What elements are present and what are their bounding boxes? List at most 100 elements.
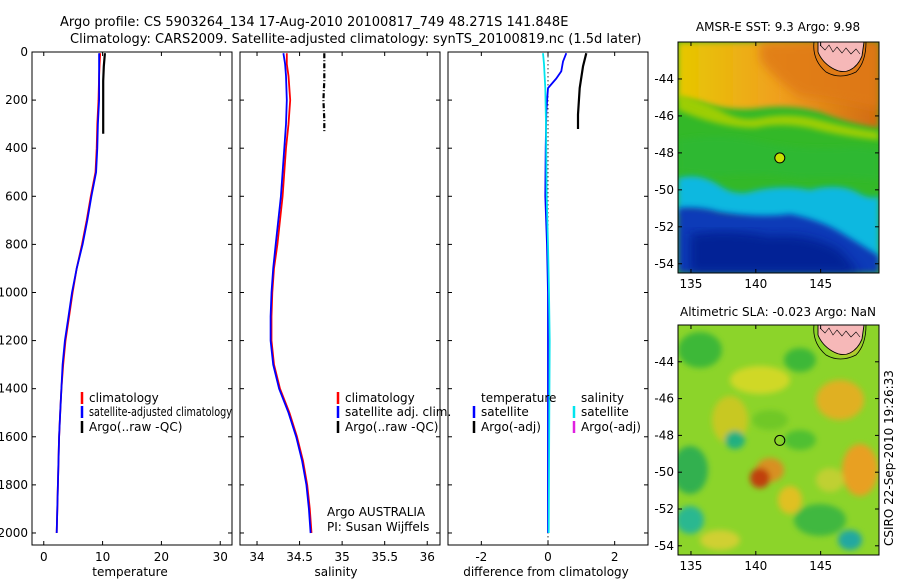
sla-map-title: Altimetric SLA: -0.023 Argo: NaN bbox=[680, 305, 876, 319]
difference-legend-salinity-argo: Argo(-adj) bbox=[581, 420, 641, 434]
salinity-annotation-program: Argo AUSTRALIA bbox=[327, 505, 426, 519]
map-y-tick-label: -52 bbox=[654, 502, 674, 516]
x-tick-label: 2 bbox=[611, 550, 619, 564]
sst-map-x-ticks: 135 140 145 bbox=[680, 42, 832, 291]
y-tick-label: 1200 bbox=[0, 334, 28, 348]
map-x-tick-label: 145 bbox=[809, 559, 832, 573]
series-line-salinity-satellite bbox=[542, 53, 551, 534]
difference-legend-temperature-argo: Argo(-adj) bbox=[481, 420, 541, 434]
difference-y-ticks bbox=[448, 51, 648, 534]
difference-legend-salinity-heading: salinity bbox=[581, 391, 624, 405]
sla-map-x-ticks: 135 140 145 bbox=[680, 325, 832, 573]
map-x-tick-label: 140 bbox=[744, 277, 767, 291]
x-tick-label: 30 bbox=[213, 550, 228, 564]
y-tick-label: 1000 bbox=[0, 285, 28, 299]
temperature-x-label: temperature bbox=[92, 565, 167, 579]
salinity-x-ticks: 34 34.5 35 35.5 36 bbox=[249, 52, 435, 564]
salinity-legend-satellite: satellite adj. clim. bbox=[345, 405, 451, 419]
x-tick-label: 34.5 bbox=[286, 550, 313, 564]
map-y-tick-label: -44 bbox=[654, 72, 674, 86]
map-y-tick-label: -48 bbox=[654, 428, 674, 442]
y-tick-label: 600 bbox=[5, 189, 28, 203]
x-tick-label: -2 bbox=[475, 550, 487, 564]
x-tick-label: 10 bbox=[95, 550, 110, 564]
x-tick-label: 0 bbox=[40, 550, 48, 564]
salinity-legend-argo: Argo(..raw -QC) bbox=[345, 420, 438, 434]
x-tick-label: 20 bbox=[154, 550, 169, 564]
salinity-lines bbox=[269, 53, 326, 534]
sla-map-panel: Altimetric SLA: -0.023 Argo: NaN bbox=[654, 305, 880, 573]
y-tick-label: 2000 bbox=[0, 526, 28, 540]
series-line-satellite bbox=[55, 53, 100, 534]
map-y-tick-label: -50 bbox=[654, 183, 674, 197]
salinity-annotation-pi: PI: Susan Wijffels bbox=[327, 520, 429, 534]
map-y-tick-label: -48 bbox=[654, 146, 674, 160]
side-timestamp-label: CSIRO 22-Sep-2010 19:26:33 bbox=[882, 370, 896, 546]
y-tick-label: 800 bbox=[5, 237, 28, 251]
sla-map-frame bbox=[677, 324, 880, 556]
sst-map-y-ticks: -44 -46 -48 -50 -52 -54 bbox=[654, 72, 879, 271]
difference-legend-temperature-heading: temperature bbox=[481, 391, 556, 405]
difference-legend: temperature satellite Argo(-adj) salinit… bbox=[472, 391, 641, 434]
x-tick-label: 35.5 bbox=[371, 550, 398, 564]
map-y-tick-label: -46 bbox=[654, 392, 674, 406]
series-line-temperature-argo bbox=[576, 52, 588, 129]
salinity-panel: 34 34.5 35 35.5 36 salinity climatology sate… bbox=[239, 51, 451, 579]
temperature-legend: climatology satellite-adjusted climatolo… bbox=[80, 391, 232, 434]
series-line-climatology bbox=[55, 53, 102, 534]
series-line-satellite bbox=[269, 53, 312, 534]
y-tick-label: 200 bbox=[5, 93, 28, 107]
header-title: Argo profile: CS 5903264_134 17-Aug-2010… bbox=[60, 15, 568, 30]
y-tick-label: 1600 bbox=[0, 430, 28, 444]
temperature-lines bbox=[55, 53, 106, 534]
series-line-argo bbox=[102, 53, 106, 134]
y-tick-label: 1800 bbox=[0, 478, 28, 492]
x-tick-label: 34 bbox=[249, 550, 264, 564]
salinity-y-ticks bbox=[240, 51, 440, 534]
salinity-legend: climatology satellite adj. clim. Argo(..… bbox=[336, 391, 451, 434]
map-y-tick-label: -50 bbox=[654, 465, 674, 479]
salinity-axes-box bbox=[239, 51, 441, 546]
difference-x-label: difference from climatology bbox=[463, 565, 629, 579]
sla-map-y-ticks: -44 -46 -48 -50 -52 -54 bbox=[654, 355, 879, 553]
salinity-legend-climatology: climatology bbox=[345, 391, 415, 405]
y-tick-label: 400 bbox=[5, 141, 28, 155]
map-y-tick-label: -54 bbox=[654, 257, 674, 271]
x-tick-label: 36 bbox=[420, 550, 435, 564]
sst-map-image bbox=[678, 42, 879, 273]
sst-map-title: AMSR-E SST: 9.3 Argo: 9.98 bbox=[696, 20, 860, 34]
y-tick-label: 0 bbox=[20, 45, 28, 59]
map-x-tick-label: 135 bbox=[680, 277, 703, 291]
difference-legend-temperature-satellite: satellite bbox=[481, 405, 529, 419]
temperature-x-ticks: 0 10 20 30 bbox=[40, 52, 228, 564]
map-x-tick-label: 140 bbox=[744, 559, 767, 573]
sst-map-frame bbox=[677, 41, 880, 274]
temperature-legend-argo: Argo(..raw -QC) bbox=[89, 420, 182, 434]
map-y-tick-label: -44 bbox=[654, 355, 674, 369]
map-x-tick-label: 145 bbox=[809, 277, 832, 291]
x-tick-label: 35 bbox=[334, 550, 349, 564]
difference-legend-salinity-satellite: satellite bbox=[581, 405, 629, 419]
series-line-argo bbox=[322, 53, 326, 132]
temperature-y-ticks: 0 200 400 600 800 1000 1200 1400 1600 1800 2000 bbox=[0, 45, 232, 540]
temperature-legend-climatology: climatology bbox=[89, 391, 159, 405]
header-subtitle: Climatology: CARS2009. Satellite-adjuste… bbox=[70, 32, 642, 47]
temperature-axes-box bbox=[31, 51, 233, 546]
sst-map-panel: AMSR-E SST: 9.3 Argo: 9.98 -44-46-48-50-… bbox=[654, 20, 880, 291]
x-tick-label: 0 bbox=[544, 550, 552, 564]
temperature-legend-satellite: satellite-adjusted climatology bbox=[89, 405, 232, 419]
series-line-climatology bbox=[270, 53, 313, 534]
difference-lines bbox=[542, 52, 588, 534]
sla-float-marker bbox=[774, 434, 786, 446]
difference-panel: -2 0 2 difference from climatology tempera… bbox=[447, 51, 649, 579]
map-y-tick-label: -46 bbox=[654, 109, 674, 123]
difference-x-ticks: -2 0 2 bbox=[475, 52, 618, 564]
map-x-tick-label: 135 bbox=[680, 559, 703, 573]
salinity-x-label: salinity bbox=[314, 565, 357, 579]
sla-map-image bbox=[678, 325, 879, 555]
y-tick-label: 1400 bbox=[0, 382, 28, 396]
sst-float-marker bbox=[774, 152, 786, 164]
temperature-panel: 0 200 400 600 800 1000 1200 1400 1600 1800 2000 0 1… bbox=[0, 45, 233, 579]
map-y-tick-label: -52 bbox=[654, 220, 674, 234]
